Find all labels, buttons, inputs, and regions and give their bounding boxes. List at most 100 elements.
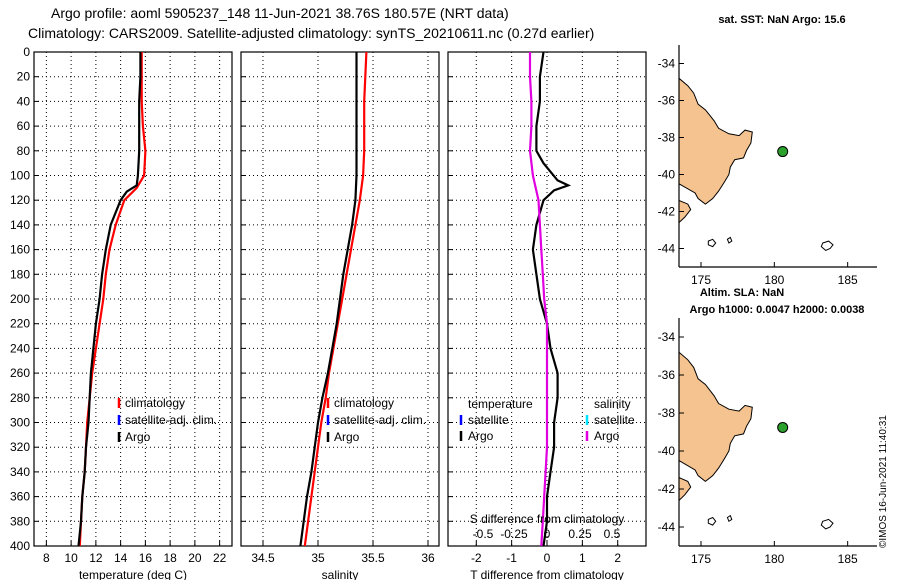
salinity-series-group	[299, 52, 368, 546]
y-tick-label: 200	[10, 292, 30, 306]
map-sst-land-group	[679, 77, 834, 251]
y-tick-label: 80	[17, 144, 31, 158]
y-tick-label: 60	[17, 119, 31, 133]
x-tick-label: -2	[471, 551, 482, 565]
salinity-diff-axis-label: S difference from climatology	[470, 512, 625, 526]
s-tick-label: -0.25	[500, 527, 528, 541]
temperature-series-group	[77, 52, 147, 546]
north-island-land	[679, 351, 753, 483]
legend-label: satellite	[594, 413, 635, 427]
y-tick-label: 40	[17, 94, 31, 108]
map-x-tick-label: 180	[764, 552, 784, 566]
legend-label: satellite-adj. clim.	[334, 413, 426, 427]
legend-title-temperature: temperature	[468, 397, 533, 411]
salinity-xlabel: salinity	[322, 568, 359, 580]
island-outline	[707, 516, 717, 526]
s-tick-label: 0.5	[604, 527, 621, 541]
profile-title: Argo profile: aoml 5905237_148 11-Jun-20…	[51, 5, 509, 21]
island-outline	[726, 236, 733, 244]
y-tick-label: 340	[10, 465, 30, 479]
series-line-climatology	[78, 52, 147, 546]
y-tick-label: 400	[10, 539, 30, 553]
map-x-tick-label: 185	[838, 552, 858, 566]
y-tick-label: 180	[10, 267, 30, 281]
south-island-land	[679, 199, 692, 224]
salinity-panel: 34.5 35 35.5 36 salinity	[240, 51, 440, 580]
y-tick-label: 300	[10, 416, 30, 430]
series-line-argo	[77, 52, 142, 546]
y-tick-label: 140	[10, 218, 30, 232]
legend-label: Argo	[468, 429, 494, 443]
map-y-tick-label: -40	[658, 168, 676, 182]
north-island-land	[679, 77, 753, 205]
map-y-tick-label: -38	[658, 131, 676, 145]
map-y-tick-label: -36	[658, 368, 676, 382]
y-tick-label: 100	[10, 169, 30, 183]
float-position-marker	[777, 421, 789, 433]
x-tick-label: 35	[311, 551, 325, 565]
legend-title-salinity: salinity	[594, 397, 631, 411]
map-x-tick-label: 180	[764, 273, 784, 287]
legend-label: climatology	[125, 396, 185, 410]
y-tick-label: 220	[10, 317, 30, 331]
x-tick-label: 0	[544, 551, 551, 565]
map-y-tick-label: -42	[658, 482, 676, 496]
map-y-tick-label: -44	[658, 520, 676, 534]
map-y-tick-label: -40	[658, 444, 676, 458]
x-tick-label: 14	[114, 551, 128, 565]
x-tick-label: 35.5	[361, 551, 385, 565]
difference-series-group	[528, 52, 572, 546]
imos-watermark: ©IMOS 16-Jun-2021 11:40:31	[878, 415, 889, 548]
x-tick-label: 22	[213, 551, 227, 565]
x-tick-label: 10	[64, 551, 78, 565]
series-line-argo	[299, 52, 358, 546]
island-outline	[820, 240, 834, 251]
south-island-land	[679, 477, 692, 502]
x-tick-label: 1	[579, 551, 586, 565]
series-line-climatology	[303, 52, 368, 546]
map-x-tick-label: 175	[691, 552, 711, 566]
y-tick-label: 240	[10, 341, 30, 355]
map-y-tick-label: -36	[658, 94, 676, 108]
legend-label: Argo	[334, 430, 360, 444]
y-tick-label: 260	[10, 366, 30, 380]
x-tick-label: 16	[139, 551, 153, 565]
map-sla-land-group	[679, 351, 834, 530]
island-outline	[726, 514, 733, 523]
legend-label: climatology	[334, 396, 394, 410]
x-tick-label: 8	[43, 551, 50, 565]
x-tick-label: 18	[163, 551, 177, 565]
y-tick-label: 320	[10, 440, 30, 454]
map-sla-panel: -34 -36 -38 -40 -42 -44 175 180 185	[658, 318, 877, 566]
y-tick-label: 360	[10, 490, 30, 504]
x-tick-label: 2	[614, 551, 621, 565]
map-y-tick-label: -34	[658, 57, 676, 71]
difference-panel: -2 -1 0 1 2 T difference from climatology	[447, 51, 647, 580]
difference-xlabel: T difference from climatology	[470, 568, 624, 580]
y-tick-label: 160	[10, 243, 30, 257]
map-sst-title: sat. SST: NaN Argo: 15.6	[718, 14, 845, 26]
map-sla-title: Altim. SLA: NaN	[700, 287, 784, 299]
legend-label: satellite	[468, 413, 509, 427]
series-line-t-difference-argo	[531, 52, 572, 546]
temperature-panel: 8 10 12 14 16 18 20 220204060801001201401601802…	[10, 45, 233, 580]
map-y-tick-label: -44	[658, 242, 676, 256]
map-y-tick-label: -34	[658, 330, 676, 344]
legend-label: Argo	[594, 429, 620, 443]
legend-label: satellite-adj. clim.	[125, 413, 217, 427]
map-x-tick-label: 175	[691, 273, 711, 287]
legend-label: Argo	[125, 430, 151, 444]
y-tick-label: 380	[10, 514, 30, 528]
s-tick-label: -0.5	[473, 527, 494, 541]
map-sla-subtitle: Argo h1000: 0.0047 h2000: 0.0038	[690, 304, 865, 316]
climatology-title: Climatology: CARS2009. Satellite-adjuste…	[28, 25, 595, 41]
x-tick-label: 34.5	[251, 551, 275, 565]
series-line-s-difference-argo	[528, 52, 549, 546]
island-outline	[820, 518, 834, 530]
temperature-xlabel: temperature (deg C)	[79, 568, 187, 580]
map-sst-panel: -34 -36 -38 -40 -42 -44 175 180 185	[658, 45, 877, 287]
x-tick-label: 20	[188, 551, 202, 565]
x-tick-label: 12	[89, 551, 103, 565]
island-outline	[707, 238, 717, 248]
